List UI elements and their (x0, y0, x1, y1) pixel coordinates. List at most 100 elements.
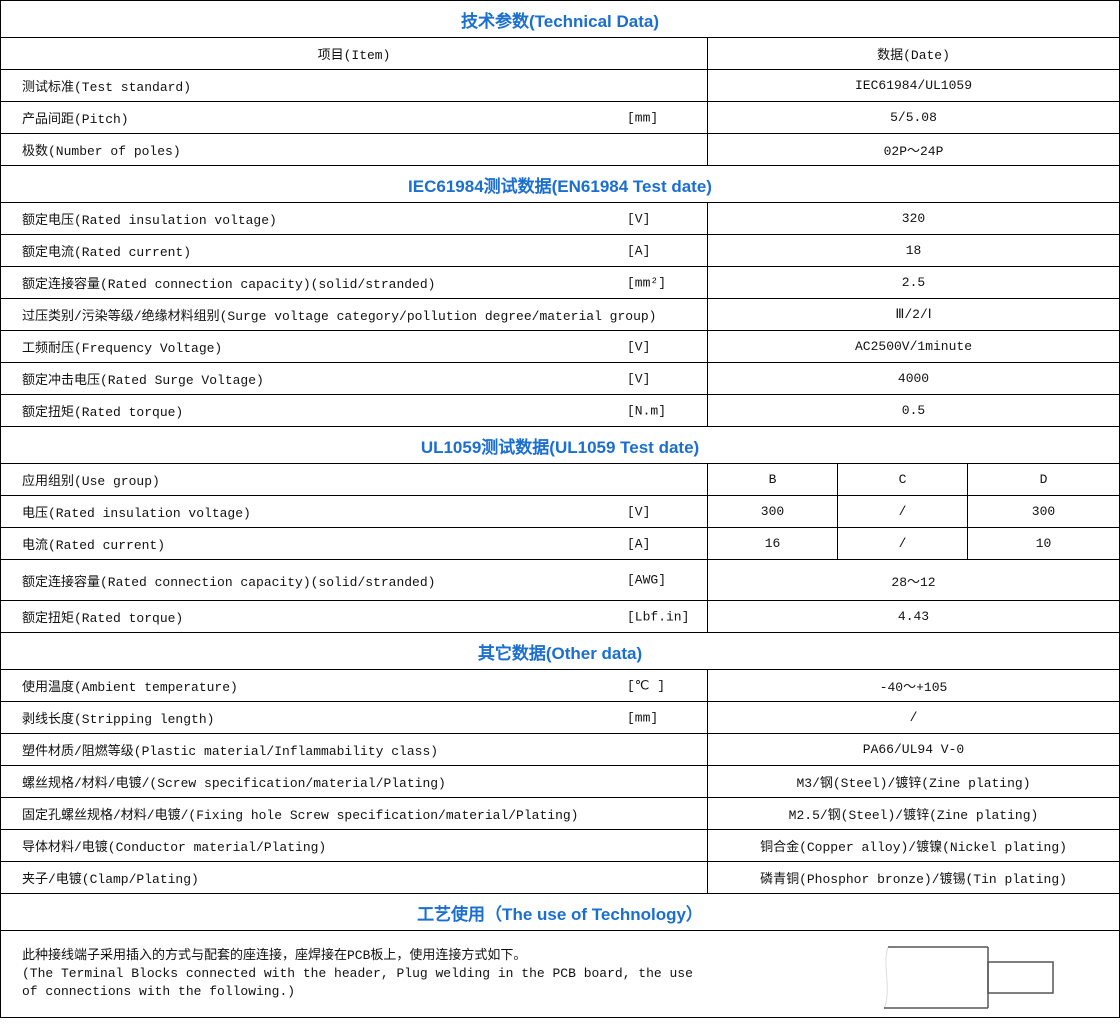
value-cell: 18 (707, 234, 1120, 267)
use-text-line: (The Terminal Blocks connected with the … (22, 966, 693, 981)
unit-label: [℃ ] (627, 678, 666, 693)
table-row: 极数(Number of poles) 02P～24P (0, 133, 1120, 166)
item-cell: 剥线长度(Stripping length) [mm] (0, 701, 708, 734)
item-cell: 额定连接容量(Rated connection capacity)(solid/… (0, 559, 708, 601)
table-row: 塑件材质/阻燃等级(Plastic material/Inflammabilit… (0, 733, 1120, 766)
section-title-iec: IEC61984测试数据(EN61984 Test date) (0, 165, 1120, 203)
item-label: 电流(Rated current) (22, 538, 166, 553)
unit-label: [mm] (627, 110, 659, 125)
table-row: 产品间距(Pitch) [mm] 5/5.08 (0, 101, 1120, 134)
item-label: 产品间距(Pitch) (22, 112, 129, 127)
item-label: 螺丝规格/材料/电镀/(Screw specification/material… (22, 776, 446, 791)
connection-diagram (883, 946, 1054, 1010)
value-cell: 02P～24P (707, 133, 1120, 166)
item-cell: 额定电流(Rated current) [A] (0, 234, 708, 267)
table-row: 额定扭矩(Rated torque) [Lbf.in] 4.43 (0, 600, 1120, 633)
value-cell: 磷青铜(Phosphor bronze)/镀锡(Tin plating) (707, 861, 1120, 894)
value-cell: 4.43 (707, 600, 1120, 633)
item-cell: 额定电压(Rated insulation voltage) [V] (0, 202, 708, 235)
item-cell: 电流(Rated current) [A] (0, 527, 708, 560)
unit-label: [AWG] (627, 572, 667, 588)
value-cell: 300 (707, 495, 838, 528)
item-label: 额定扭矩(Rated torque) (22, 611, 184, 626)
table-row: 额定电流(Rated current) [A] 18 (0, 234, 1120, 267)
use-text-line: of connections with the following.) (22, 984, 296, 999)
unit-label: [mm] (627, 710, 659, 725)
item-cell: 应用组别(Use group) (0, 463, 708, 496)
item-label: 使用温度(Ambient temperature) (22, 680, 238, 695)
table-row: 固定孔螺丝规格/材料/电镀/(Fixing hole Screw specifi… (0, 797, 1120, 830)
item-cell: 电压(Rated insulation voltage) [V] (0, 495, 708, 528)
table-row: 导体材料/电镀(Conductor material/Plating) 铜合金(C… (0, 829, 1120, 862)
table-row: 过压类别/污染等级/绝缘材料组别(Surge voltage category/… (0, 298, 1120, 331)
item-label: 额定电压(Rated insulation voltage) (22, 213, 277, 228)
item-label: 剥线长度(Stripping length) (22, 712, 215, 727)
header-data: 数据(Date) (707, 37, 1120, 70)
table-row: 螺丝规格/材料/电镀/(Screw specification/material… (0, 765, 1120, 798)
value-cell: / (837, 527, 968, 560)
section-title-other: 其它数据(Other data) (0, 632, 1120, 670)
item-cell: 夹子/电镀(Clamp/Plating) (0, 861, 708, 894)
value-cell: / (707, 701, 1120, 734)
item-cell: 产品间距(Pitch) [mm] (0, 101, 708, 134)
table-row: 额定扭矩(Rated torque) [N.m] 0.5 (0, 394, 1120, 427)
item-cell: 额定冲击电压(Rated Surge Voltage) [V] (0, 362, 708, 395)
unit-label: [V] (627, 211, 651, 226)
value-cell: -40～+105 (707, 669, 1120, 702)
item-label: 测试标准(Test standard) (22, 80, 192, 95)
unit-label: [Lbf.in] (627, 609, 690, 624)
item-cell: 固定孔螺丝规格/材料/电镀/(Fixing hole Screw specifi… (0, 797, 708, 830)
item-label: 电压(Rated insulation voltage) (22, 506, 251, 521)
value-cell: 16 (707, 527, 838, 560)
table-row: 工频耐压(Frequency Voltage) [V] AC2500V/1minut… (0, 330, 1120, 363)
value-cell: 10 (967, 527, 1120, 560)
use-group-cell: C (837, 463, 968, 496)
item-label: 应用组别(Use group) (22, 474, 160, 489)
value-cell: 28～12 (707, 559, 1120, 601)
item-label: 额定电流(Rated current) (22, 245, 192, 260)
item-label: 额定冲击电压(Rated Surge Voltage) (22, 373, 264, 388)
item-label: 固定孔螺丝规格/材料/电镀/(Fixing hole Screw specifi… (22, 808, 579, 823)
unit-label: [A] (627, 243, 651, 258)
item-label: 塑件材质/阻燃等级(Plastic material/Inflammabilit… (22, 744, 439, 759)
value-cell: PA66/UL94 V-0 (707, 733, 1120, 766)
table-row: 额定连接容量(Rated connection capacity)(solid/… (0, 266, 1120, 299)
section-title-ul: UL1059测试数据(UL1059 Test date) (0, 426, 1120, 464)
use-group-cell: D (967, 463, 1120, 496)
item-label: 额定连接容量(Rated connection capacity)(solid/… (22, 277, 436, 292)
item-cell: 过压类别/污染等级/绝缘材料组别(Surge voltage category/… (0, 298, 708, 331)
unit-label: [V] (627, 371, 651, 386)
item-cell: 工频耐压(Frequency Voltage) [V] (0, 330, 708, 363)
item-cell: 导体材料/电镀(Conductor material/Plating) (0, 829, 708, 862)
value-cell: AC2500V/1minute (707, 330, 1120, 363)
use-text-line: 此种接线端子采用插入的方式与配套的座连接，座焊接在PCB板上，使用连接方式如下。 (22, 948, 527, 963)
header-item: 项目(Item) (0, 37, 708, 70)
table-title: 技术参数(Technical Data) (0, 0, 1120, 38)
item-label: 过压类别/污染等级/绝缘材料组别(Surge voltage category/… (22, 309, 657, 324)
value-cell: 320 (707, 202, 1120, 235)
table-row: 额定连接容量(Rated connection capacity)(solid/… (0, 559, 1120, 601)
item-cell: 使用温度(Ambient temperature) [℃ ] (0, 669, 708, 702)
use-group-cell: B (707, 463, 838, 496)
item-label: 极数(Number of poles) (22, 144, 181, 159)
value-cell: 4000 (707, 362, 1120, 395)
table-row: 测试标准(Test standard) IEC61984/UL1059 (0, 69, 1120, 102)
item-cell: 额定扭矩(Rated torque) [N.m] (0, 394, 708, 427)
use-description: 此种接线端子采用插入的方式与配套的座连接，座焊接在PCB板上，使用连接方式如下。… (0, 930, 1120, 1018)
unit-label: [V] (627, 339, 651, 354)
value-cell: 0.5 (707, 394, 1120, 427)
table-row: 额定冲击电压(Rated Surge Voltage) [V] 4000 (0, 362, 1120, 395)
item-cell: 螺丝规格/材料/电镀/(Screw specification/material… (0, 765, 708, 798)
item-cell: 测试标准(Test standard) (0, 69, 708, 102)
unit-label: [mm²] (627, 275, 667, 290)
unit-label: [N.m] (627, 403, 667, 418)
item-label: 额定连接容量(Rated connection capacity)(solid/… (22, 574, 436, 590)
section-title-use: 工艺使用（The use of Technology） (0, 893, 1120, 931)
table-row: 使用温度(Ambient temperature) [℃ ] -40～+105 (0, 669, 1120, 702)
value-cell: Ⅲ/2/Ⅰ (707, 298, 1120, 331)
value-cell: 铜合金(Copper alloy)/镀镍(Nickel plating) (707, 829, 1120, 862)
value-cell: 2.5 (707, 266, 1120, 299)
table-row: 额定电压(Rated insulation voltage) [V] 320 (0, 202, 1120, 235)
unit-label: [A] (627, 536, 651, 551)
